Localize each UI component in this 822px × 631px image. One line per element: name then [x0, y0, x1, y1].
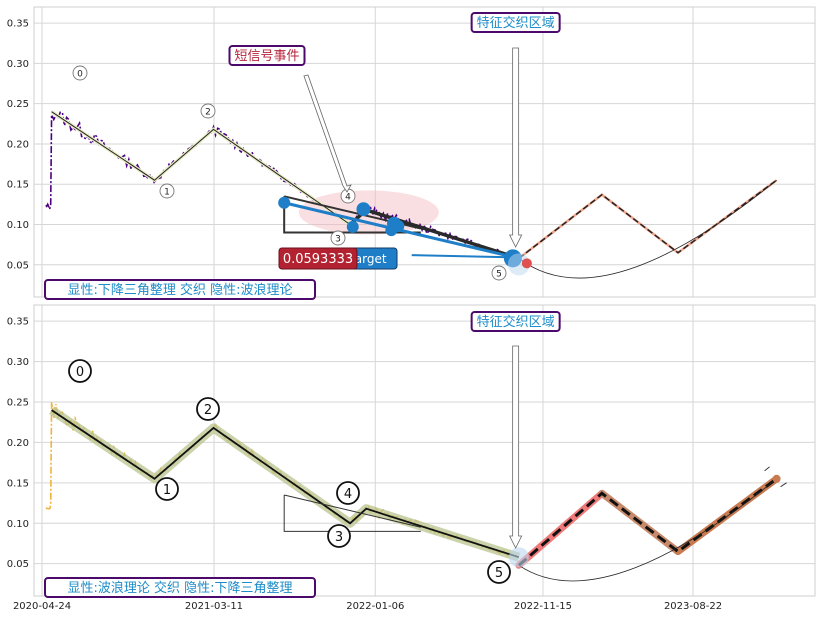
signal-point: [356, 202, 371, 217]
wave-line: [51, 111, 351, 225]
wave-label-1: 1: [163, 483, 171, 498]
x-tick-label: 2023-08-22: [664, 601, 722, 612]
wave-label-circle: [196, 397, 220, 421]
projection-dash: [518, 179, 778, 259]
wave-label-0: 0: [77, 70, 83, 80]
wave-label-5: 5: [496, 270, 502, 280]
price-badge: [278, 247, 358, 270]
y-tick-label: 0.15: [7, 478, 29, 489]
legend-label: 显性:下降三角整理 交织 隐性:波浪理论: [67, 282, 292, 298]
wave-label-circle: [487, 560, 511, 584]
projection-arc: [518, 478, 777, 582]
end-marker: [521, 258, 532, 269]
wave-label-circle: [200, 103, 216, 119]
wave-label-0: 0: [76, 365, 84, 380]
y-tick-label: 0.35: [7, 19, 29, 30]
y-tick-label: 0.10: [7, 220, 29, 231]
y-tick-label: 0.20: [7, 438, 29, 449]
y-tick-label: 0.30: [7, 59, 29, 70]
short-signal-label: 短信号事件: [234, 49, 299, 64]
y-tick-label: 0.20: [7, 139, 29, 150]
wave-label-1: 1: [164, 188, 170, 198]
signal-point: [346, 220, 359, 233]
wave-label-circle: [330, 230, 346, 246]
wave-label-circle: [327, 524, 351, 548]
feature-zone-label: 特征交织区域: [477, 15, 555, 31]
wave-label-4: 4: [345, 193, 351, 203]
wave-label-circle: [155, 477, 179, 501]
legend-label-box: [44, 577, 316, 598]
legend-label-box: [44, 279, 316, 300]
y-tick-label: 0.35: [7, 317, 29, 328]
wave-label-5: 5: [495, 566, 503, 581]
feature-zone-label: 特征交织区域: [477, 314, 555, 330]
x-tick-label: 2022-11-15: [514, 601, 572, 612]
grid-lines: [34, 305, 815, 596]
projection-dash: [517, 477, 778, 567]
price-badge-text: 0.0593333: [283, 252, 353, 267]
panel-top: 0.05 0.10 0.15 0.20 0.25 0.30 0.35 0 1 2 3 4 5 特征交织区域…: [7, 6, 816, 300]
y-tick-label: 0.05: [7, 260, 29, 271]
y-tick-label: 0.25: [7, 99, 29, 110]
grid-lines: [34, 7, 815, 297]
end-highlight: [507, 253, 530, 276]
triangle-upper: [284, 494, 421, 528]
wave-label-2: 2: [205, 108, 211, 118]
signal-point: [278, 196, 291, 209]
x-tick-label: 2022-01-06: [346, 601, 404, 612]
y-tick-label: 0.15: [7, 180, 29, 191]
x-tick-label: 2020-04-24: [13, 601, 71, 612]
wave-label-4: 4: [344, 487, 352, 502]
x-tick-label: 2021-03-11: [185, 601, 243, 612]
target-text: Target: [348, 252, 386, 266]
target-line: [411, 254, 519, 259]
y-tick-label: 0.10: [7, 519, 29, 530]
wave-label-circle: [159, 183, 175, 199]
legend-label: 显性:波浪理论 交织 隐性:下降三角整理: [67, 580, 292, 596]
feature-zone-label-box: [470, 311, 561, 332]
zone-arrow: [509, 47, 523, 248]
short-signal-label-box: [228, 45, 306, 66]
wave-label-circle: [336, 481, 360, 505]
wave-label-circle: [68, 359, 92, 383]
feature-zone-label-box: [470, 12, 561, 33]
panel-bottom: 0.05 0.10 0.15 0.20 0.25 0.30 0.35 0 1 2 3 4 5 特征交织区域…: [7, 304, 816, 612]
wave-line: [51, 409, 520, 559]
wave-label-circle: [491, 265, 507, 281]
triangle-lower: [283, 494, 421, 532]
zone-highlight: [508, 547, 529, 568]
wave-label-3: 3: [335, 235, 341, 245]
signal-point: [385, 224, 398, 237]
plot-frame: [33, 304, 816, 597]
plot-frame: [33, 6, 816, 298]
signal-arrow: [303, 74, 352, 193]
y-tick-label: 0.05: [7, 559, 29, 570]
projection-line: [518, 179, 778, 260]
end-point: [772, 474, 781, 483]
zone-arrow: [509, 345, 523, 549]
wave-label-circle: [72, 65, 88, 81]
end-tick-marks: [764, 466, 787, 488]
wave-label-3: 3: [335, 530, 343, 545]
y-tick-label: 0.25: [7, 398, 29, 409]
y-tick-label: 0.30: [7, 357, 29, 368]
projection-arc: [518, 179, 777, 279]
wave-label-2: 2: [204, 403, 212, 418]
